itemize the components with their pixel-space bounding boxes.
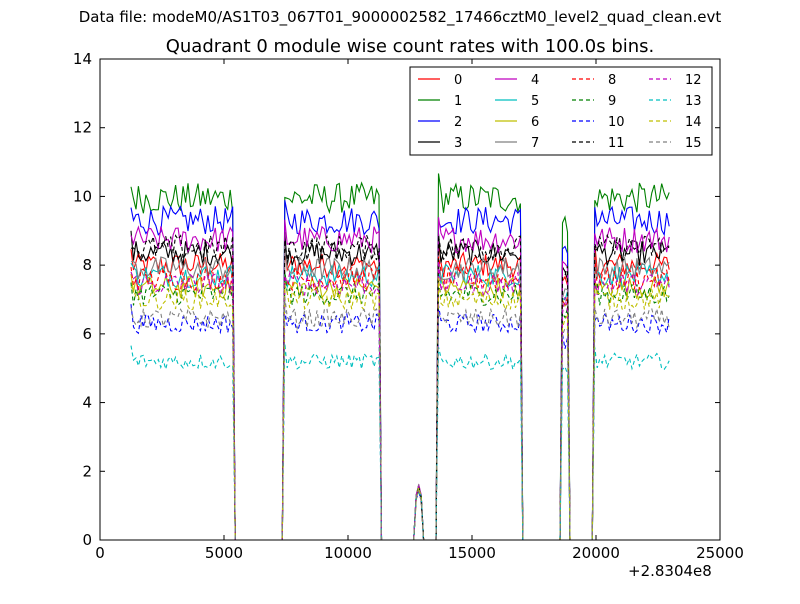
x-offset-label: +2.8304e8	[628, 562, 712, 580]
series-line-8	[130, 255, 670, 541]
y-tick-label: 8	[82, 256, 92, 274]
x-tick-label: 5000	[205, 544, 243, 562]
y-tick-label: 0	[82, 531, 92, 549]
y-tick-label: 12	[73, 119, 92, 137]
x-tick-label: 15000	[448, 544, 496, 562]
y-tick-label: 4	[82, 394, 92, 412]
series-line-12	[130, 260, 670, 541]
x-tick-label: 25000	[696, 544, 744, 562]
series-line-1	[130, 173, 670, 541]
y-tick-label: 14	[73, 50, 92, 68]
x-tick-label: 0	[95, 544, 105, 562]
legend-label-1: 1	[454, 94, 462, 109]
legend-label-3: 3	[454, 136, 462, 151]
series-line-10	[130, 304, 670, 541]
legend-label-13: 13	[685, 94, 702, 109]
x-tick-label: 20000	[572, 544, 620, 562]
legend-label-11: 11	[608, 136, 625, 151]
series-line-2	[130, 200, 670, 541]
y-tick-label: 10	[73, 187, 92, 205]
legend-label-15: 15	[685, 136, 702, 151]
series-line-13	[130, 343, 670, 541]
series-line-7	[130, 245, 670, 541]
x-tick-label: 10000	[324, 544, 372, 562]
y-tick-label: 2	[82, 462, 92, 480]
legend-label-14: 14	[685, 115, 702, 130]
legend-label-9: 9	[608, 94, 616, 109]
legend-label-0: 0	[454, 73, 462, 88]
y-tick-label: 6	[82, 325, 92, 343]
legend-label-4: 4	[531, 73, 539, 88]
series-line-15	[130, 297, 670, 541]
legend-label-5: 5	[531, 94, 539, 109]
legend-label-7: 7	[531, 136, 539, 151]
legend-label-2: 2	[454, 115, 462, 130]
series-line-4	[130, 217, 670, 541]
chart-title: Quadrant 0 module wise count rates with …	[165, 36, 655, 57]
legend-label-10: 10	[608, 115, 625, 130]
legend-label-8: 8	[608, 73, 616, 88]
series-line-9	[130, 271, 670, 541]
data-file-title: Data file: modeM0/AS1T03_067T01_90000025…	[78, 8, 722, 26]
legend-box	[409, 66, 713, 156]
axes-frame	[99, 58, 721, 541]
series-line-14	[130, 277, 670, 541]
legend-label-12: 12	[685, 73, 702, 88]
legend-label-6: 6	[531, 115, 539, 130]
